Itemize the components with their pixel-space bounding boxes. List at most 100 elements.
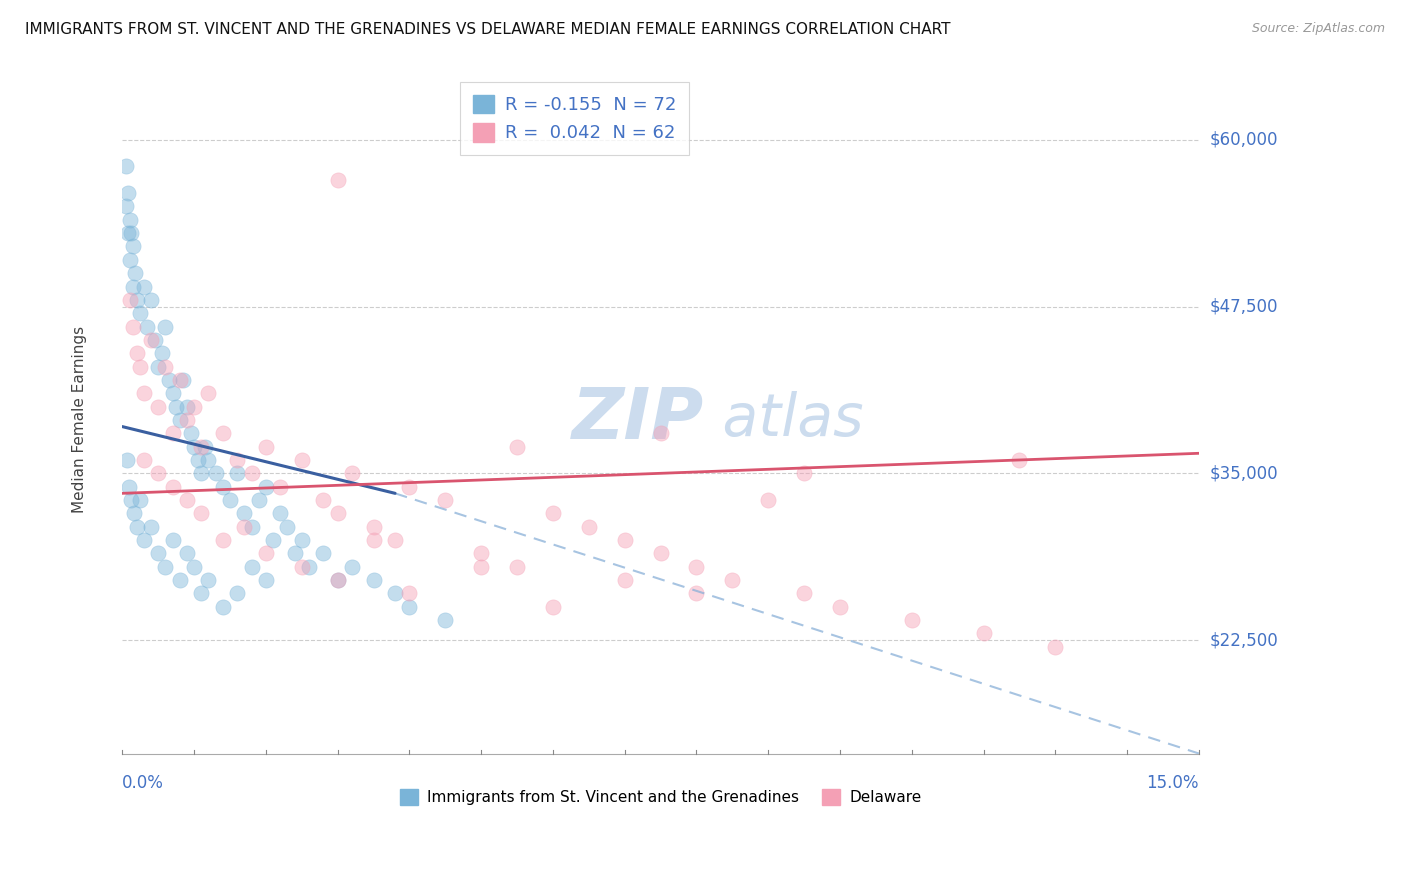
Point (506, 559, 529, 574)
Point (291, 559, 314, 574)
Point (204, 467, 226, 481)
Point (148, 546, 170, 560)
Point (828, 599, 851, 614)
Point (685, 586, 707, 600)
Point (176, 413, 198, 427)
Text: $47,500: $47,500 (1209, 298, 1278, 316)
Point (187, 453, 209, 467)
Point (434, 493, 457, 508)
Point (384, 586, 406, 600)
Point (129, 306, 152, 320)
Point (139, 519, 162, 533)
Point (139, 333, 162, 347)
Point (162, 480, 184, 494)
Point (197, 573, 219, 587)
Point (197, 453, 219, 467)
Point (148, 400, 170, 414)
Point (169, 373, 191, 387)
Point (211, 533, 233, 547)
Point (269, 480, 291, 494)
Text: Median Female Earnings: Median Female Earnings (72, 326, 87, 514)
Text: $22,500: $22,500 (1209, 632, 1278, 649)
Point (122, 239, 145, 253)
Point (211, 599, 233, 614)
Point (190, 506, 212, 520)
Point (115, 160, 138, 174)
Point (298, 559, 321, 574)
Point (132, 453, 155, 467)
Point (284, 546, 307, 560)
Point (190, 467, 212, 481)
Point (143, 333, 166, 347)
Point (398, 480, 420, 494)
Point (120, 226, 142, 240)
Point (117, 226, 139, 240)
Legend: Immigrants from St. Vincent and the Grenadines, Delaware: Immigrants from St. Vincent and the Gren… (392, 781, 929, 813)
Point (613, 573, 636, 587)
Point (155, 359, 177, 374)
Point (157, 373, 180, 387)
Point (129, 359, 152, 374)
Point (125, 346, 148, 360)
Text: $60,000: $60,000 (1209, 131, 1278, 149)
Point (139, 293, 162, 307)
Point (1045, 640, 1067, 654)
Point (973, 626, 995, 640)
Point (613, 533, 636, 547)
Point (194, 440, 217, 454)
Point (118, 293, 141, 307)
Point (132, 533, 155, 547)
Point (197, 386, 219, 401)
Point (183, 400, 205, 414)
Point (183, 440, 205, 454)
Point (650, 546, 672, 560)
Point (129, 493, 152, 508)
Point (125, 293, 148, 307)
Point (115, 453, 138, 467)
Point (1008, 453, 1031, 467)
Point (211, 426, 233, 441)
Point (132, 386, 155, 401)
Point (721, 573, 744, 587)
Point (470, 559, 492, 574)
Point (291, 533, 314, 547)
Point (254, 573, 277, 587)
Point (384, 533, 406, 547)
Point (117, 186, 139, 200)
Point (125, 519, 148, 533)
Point (506, 440, 529, 454)
Point (176, 400, 198, 414)
Point (247, 493, 270, 508)
Point (901, 613, 924, 627)
Point (226, 467, 249, 481)
Point (269, 506, 291, 520)
Point (685, 559, 707, 574)
Point (120, 493, 142, 508)
Point (226, 586, 249, 600)
Point (254, 440, 277, 454)
Point (124, 266, 146, 280)
Text: Source: ZipAtlas.com: Source: ZipAtlas.com (1251, 22, 1385, 36)
Point (118, 252, 141, 267)
Point (578, 519, 600, 533)
Point (226, 453, 249, 467)
Point (240, 467, 263, 481)
Point (326, 573, 349, 587)
Text: 0.0%: 0.0% (122, 773, 165, 791)
Point (190, 440, 212, 454)
Point (176, 493, 198, 508)
Point (118, 480, 141, 494)
Point (122, 279, 145, 293)
Point (434, 613, 457, 627)
Point (136, 319, 159, 334)
Point (240, 519, 263, 533)
Point (233, 506, 256, 520)
Point (340, 467, 363, 481)
Point (363, 573, 385, 587)
Point (326, 573, 349, 587)
Point (312, 546, 335, 560)
Point (363, 519, 385, 533)
Point (162, 426, 184, 441)
Point (211, 480, 233, 494)
Point (169, 413, 191, 427)
